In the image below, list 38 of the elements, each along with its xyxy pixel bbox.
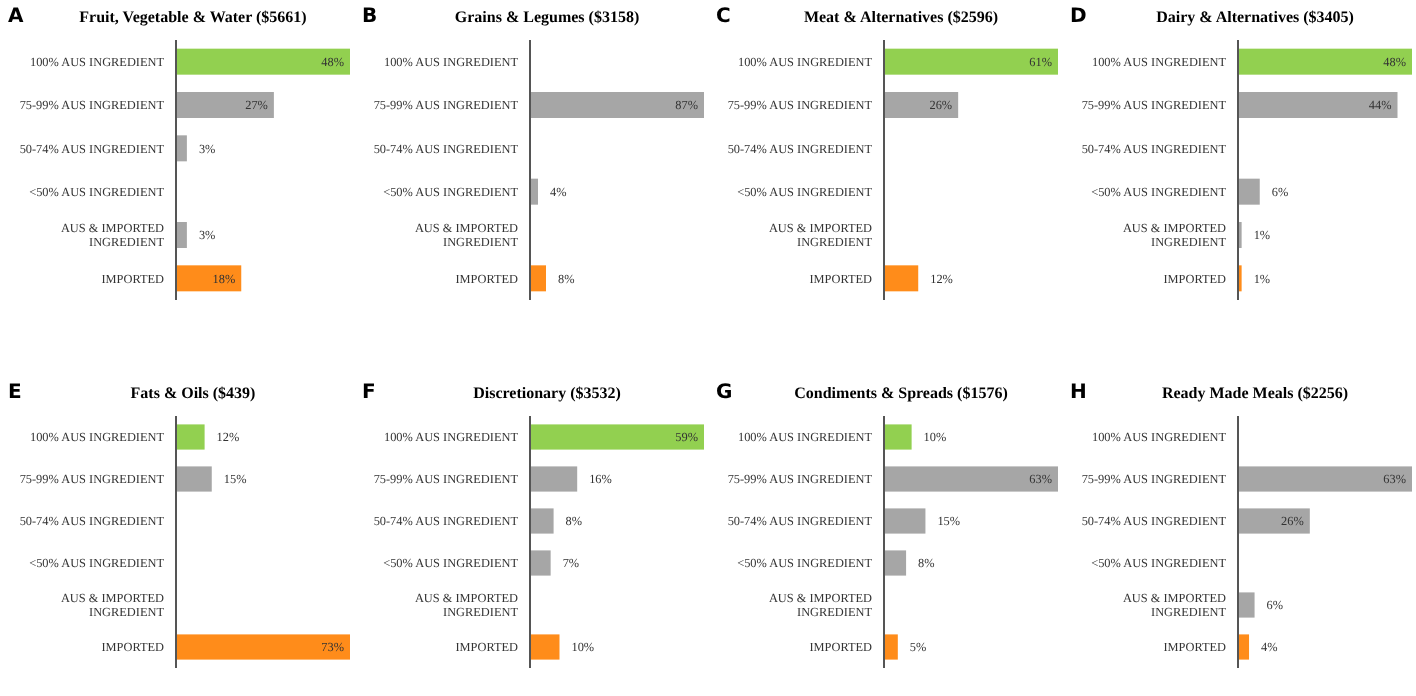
bar [530, 634, 560, 660]
bar [884, 634, 898, 660]
chart-title: Dairy & Alternatives ($3405) [1156, 8, 1355, 26]
chart-title: Condiments & Spreads ($1576) [794, 384, 1009, 402]
bar [1238, 178, 1260, 205]
bar [884, 508, 926, 534]
bar [176, 48, 350, 75]
bar [176, 265, 242, 292]
bar [1238, 592, 1255, 618]
text: C [716, 6, 731, 28]
bar [176, 92, 274, 118]
bar [1238, 634, 1250, 660]
bar [530, 466, 578, 492]
bar [1238, 92, 1398, 118]
chart-title: Meat & Alternatives ($2596) [803, 8, 999, 26]
text: F [362, 382, 376, 404]
bar [884, 550, 907, 576]
bar [176, 135, 187, 162]
text: D [1070, 6, 1087, 28]
text: A [8, 6, 24, 28]
bar [884, 424, 912, 450]
bar [530, 550, 551, 576]
text: H [1070, 382, 1087, 404]
bar [530, 508, 554, 534]
text: G [716, 382, 733, 404]
chart-title: Ready Made Meals ($2256) [1161, 384, 1349, 402]
chart-title: Grains & Legumes ($3158) [454, 8, 640, 26]
chart-title: Fruit, Vegetable & Water ($5661) [79, 8, 308, 26]
bar [1238, 48, 1412, 75]
bar [530, 424, 704, 450]
chart-title: Fats & Oils ($439) [130, 384, 257, 402]
text: E [8, 382, 22, 404]
bar [884, 466, 1058, 492]
bar [1238, 466, 1412, 492]
text: B [362, 6, 378, 28]
chart-title: Discretionary ($3532) [473, 384, 622, 402]
bar [176, 222, 187, 248]
bar [1238, 508, 1310, 534]
